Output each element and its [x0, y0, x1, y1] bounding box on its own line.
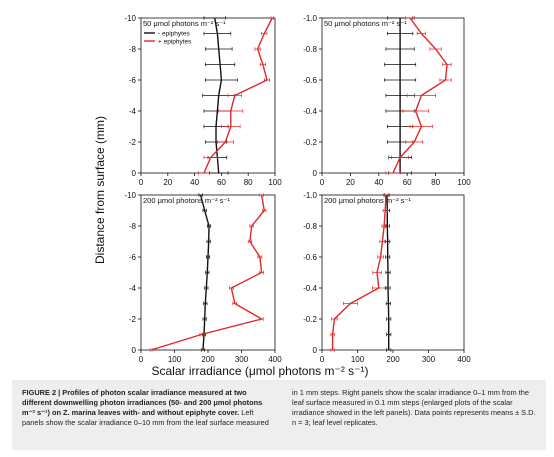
- caption-left: FIGURE 2 | Profiles of photon scalar irr…: [22, 388, 277, 428]
- series-line: [392, 17, 448, 174]
- panel-title: 50 μmol photons m⁻² s⁻¹: [324, 19, 407, 28]
- x-tick-label: 0: [320, 178, 325, 187]
- series-plus-epiphytes: [149, 193, 267, 352]
- y-tick-label: -8: [129, 222, 137, 231]
- series-line: [203, 17, 273, 174]
- y-tick-label: 0: [132, 346, 137, 355]
- series-plus-epiphytes: [198, 16, 275, 175]
- y-tick-label: 0: [313, 169, 318, 178]
- y-tick-label: -0.8: [303, 222, 317, 231]
- y-tick-label: 0: [313, 346, 318, 355]
- x-tick-label: 300: [235, 355, 249, 364]
- x-tick-label: 100: [268, 178, 282, 187]
- panel-title: 50 μmol photons m⁻² s⁻¹: [143, 19, 226, 28]
- y-tick-label: -0.6: [303, 253, 317, 262]
- x-tick-label: 60: [217, 178, 226, 187]
- y-tick-label: -0.4: [303, 284, 317, 293]
- x-tick-label: 0: [139, 178, 144, 187]
- x-tick-label: 100: [351, 355, 365, 364]
- series-line: [199, 194, 210, 351]
- x-axis-title: Scalar irradiance (μmol photons m⁻² s⁻¹): [152, 364, 369, 378]
- y-tick-label: -4: [129, 284, 137, 293]
- y-tick-label: -0.4: [303, 107, 317, 116]
- x-tick-label: 100: [168, 355, 182, 364]
- caption-right: in 1 mm steps. Right panels show the sca…: [292, 388, 536, 427]
- plot-frame: [321, 194, 465, 351]
- y-tick-label: -0.8: [303, 45, 317, 54]
- y-tick-label: -0.6: [303, 76, 317, 85]
- y-tick-label: -0.2: [303, 138, 317, 147]
- series-minus-epiphytes: [384, 193, 392, 352]
- series-minus-epiphytes: [198, 193, 212, 352]
- x-tick-label: 20: [346, 178, 355, 187]
- panel-title: 200 μmol photons m⁻² s⁻¹: [324, 196, 411, 205]
- y-tick-label: -6: [129, 76, 137, 85]
- x-tick-label: 40: [190, 178, 199, 187]
- x-tick-label: 400: [268, 355, 282, 364]
- x-tick-label: 80: [431, 178, 440, 187]
- legend-label: + epiphytes: [158, 39, 192, 46]
- series-line: [386, 194, 390, 350]
- series-line: [214, 17, 223, 174]
- x-tick-label: 400: [457, 355, 471, 364]
- panel-title: 200 μmol photons m⁻² s⁻¹: [143, 196, 230, 205]
- chart-panel-1: 0 20 40 60 80 100 0 -2 -4 -6 -8 -10 50 μmol photons …: [124, 14, 282, 187]
- y-tick-label: 0: [132, 169, 137, 178]
- figure: Distance from surface (mm) Scalar irradi…: [93, 14, 471, 378]
- x-tick-label: 40: [374, 178, 383, 187]
- series-plus-epiphytes: [385, 16, 452, 175]
- y-tick-label: -0.2: [303, 315, 317, 324]
- x-tick-label: 300: [422, 355, 436, 364]
- caption-bold: FIGURE 2 | Profiles of photon scalar irr…: [22, 388, 263, 417]
- x-tick-label: 0: [320, 355, 325, 364]
- series-minus-epiphytes: [202, 16, 238, 175]
- x-tick-label: 0: [139, 355, 144, 364]
- y-tick-label: -4: [129, 107, 137, 116]
- y-tick-label: -1.0: [303, 14, 317, 23]
- series-line: [150, 194, 266, 351]
- y-tick-label: -10: [124, 14, 136, 23]
- figure-caption: FIGURE 2 | Profiles of photon scalar irr…: [12, 380, 546, 450]
- chart-panel-3: 0 100 200 300 400 0 -2 -4 -6 -8 -10 200 μmol photon…: [124, 191, 282, 364]
- caption-left-text: Left panels show the scalar irradiance 0…: [22, 408, 269, 427]
- chart-panel-2: 0 20 40 60 80 100 0 -0.2 -0.4 -0.6 -0.8 -1.0 50 μmol…: [303, 14, 471, 187]
- x-tick-label: 60: [403, 178, 412, 187]
- y-tick-label: -10: [124, 191, 136, 200]
- x-tick-label: 100: [457, 178, 471, 187]
- legend-label: - epiphytes: [158, 31, 191, 38]
- x-tick-label: 200: [201, 355, 215, 364]
- y-tick-label: -1.0: [303, 191, 317, 200]
- series-plus-epiphytes: [330, 193, 389, 352]
- x-tick-label: 200: [386, 355, 400, 364]
- series-line: [331, 194, 387, 350]
- y-tick-label: -2: [129, 315, 137, 324]
- y-axis-title: Distance from surface (mm): [93, 116, 107, 264]
- x-tick-label: 80: [244, 178, 253, 187]
- x-tick-label: 20: [163, 178, 172, 187]
- y-tick-label: -6: [129, 253, 137, 262]
- chart-panel-4: 0 100 200 300 400 0 -0.2 -0.4 -0.6 -0.8 -1.0 200 μm…: [303, 191, 471, 364]
- y-tick-label: -8: [129, 45, 137, 54]
- y-tick-label: -2: [129, 138, 137, 147]
